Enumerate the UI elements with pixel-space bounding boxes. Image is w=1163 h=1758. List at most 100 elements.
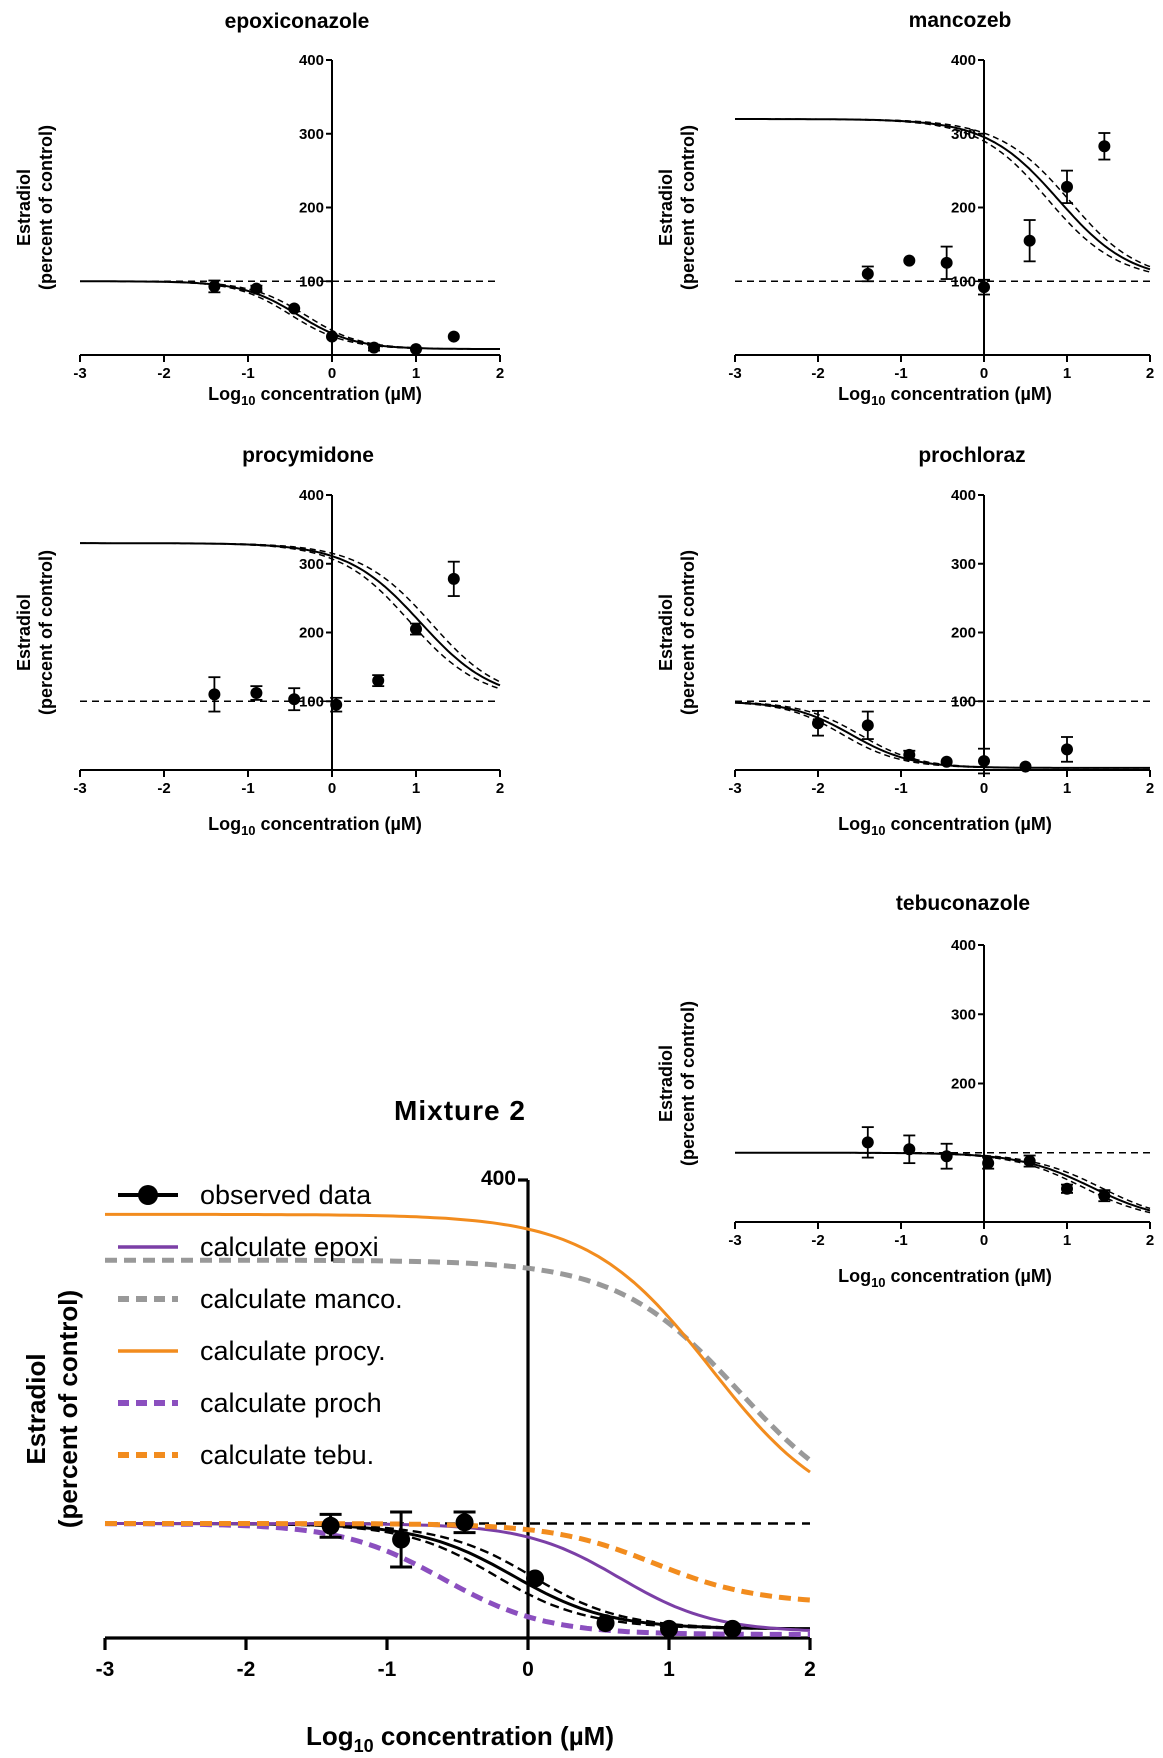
data-point — [903, 1143, 916, 1156]
data-point — [288, 302, 301, 315]
data-point — [982, 1157, 995, 1170]
y-tick-label: 400 — [481, 1167, 516, 1190]
x-axis-label: Log10 concentration (µM) — [838, 1266, 1052, 1290]
data-point — [1061, 743, 1073, 756]
x-tick-label: -2 — [811, 780, 824, 797]
chart-prochloraz: prochloraz-3 -2 -1 0 1 2100200300400Estradiol… — [656, 444, 1154, 838]
x-axis-label: Log10 concentration (µM) — [838, 384, 1052, 408]
data-point — [812, 717, 824, 730]
data-point — [368, 341, 380, 354]
data-point — [455, 1513, 474, 1532]
data-point — [1098, 140, 1111, 153]
x-axis-label: Log10 concentration (µM) — [208, 384, 422, 408]
x-tick-label: -2 — [811, 365, 824, 382]
y-tick-label: 200 — [951, 625, 976, 642]
y-axis-label: Estradiol(percent of control) — [656, 1001, 698, 1166]
data-point — [208, 688, 221, 701]
data-point — [526, 1569, 545, 1588]
data-point — [372, 674, 385, 687]
chart-procymidone: procymidone-3 -2 -1 0 1 2100200300400Estradio… — [14, 444, 504, 838]
data-point — [1023, 1155, 1036, 1168]
x-tick-label: 0 — [980, 780, 988, 797]
x-tick-label: 1 — [1063, 365, 1071, 382]
x-tick-label: -3 — [73, 365, 86, 382]
data-point — [1061, 180, 1073, 193]
data-point — [978, 281, 990, 294]
x-tick-label: 2 — [1146, 1232, 1154, 1249]
x-tick-label: -2 — [157, 365, 170, 382]
x-tick-label: -3 — [73, 780, 86, 797]
data-point — [940, 1150, 953, 1163]
fit-curve — [735, 1151, 1151, 1212]
data-point — [861, 719, 874, 732]
y-tick-label: 200 — [299, 625, 324, 642]
confidence-band-upper — [80, 542, 501, 683]
y-axis-label: Estradiol(percent of control) — [656, 550, 698, 715]
data-point — [1098, 1189, 1111, 1202]
data-point — [903, 254, 916, 267]
x-axis-label: Log10 concentration (µM) — [838, 814, 1052, 838]
x-tick-label: 2 — [496, 365, 504, 382]
fit-curve — [80, 542, 501, 687]
confidence-band-upper — [80, 280, 500, 350]
legend-marker — [138, 1185, 158, 1205]
series-calculate-procy- — [105, 1212, 811, 1474]
confidence-band-upper — [735, 118, 1151, 268]
data-point — [903, 748, 916, 761]
x-tick-label: 2 — [804, 1658, 816, 1681]
x-tick-label: 0 — [980, 1232, 988, 1249]
data-point — [1023, 234, 1036, 247]
confidence-band-lower — [80, 542, 501, 690]
x-tick-label: 1 — [1063, 1232, 1071, 1249]
y-axis-label: Estradiol(percent of control) — [656, 125, 698, 290]
chart-title: mancozeb — [909, 9, 1012, 32]
x-tick-label: -3 — [728, 780, 741, 797]
confidence-band-lower — [105, 1522, 810, 1630]
confidence-band-lower — [80, 280, 500, 350]
y-tick-label: 200 — [951, 1076, 976, 1093]
data-point — [596, 1614, 615, 1633]
data-point — [250, 687, 263, 699]
x-tick-label: -1 — [894, 365, 907, 382]
legend-label: calculate tebu. — [200, 1440, 374, 1470]
y-tick-label: 400 — [951, 487, 976, 504]
confidence-band-lower — [735, 1152, 1151, 1214]
data-point — [447, 330, 460, 343]
x-tick-label: -3 — [728, 1232, 741, 1249]
data-point — [447, 572, 460, 585]
legend-label: calculate procy. — [200, 1336, 386, 1366]
confidence-band-upper — [105, 1522, 810, 1630]
x-tick-label: 0 — [980, 365, 988, 382]
y-tick-label: 400 — [299, 487, 324, 504]
chart-title: Mixture 2 — [394, 1095, 526, 1126]
chart-tebuconazole: tebuconazole -3 -2 -1 0 1 2 200 300 400 Estradiol(… — [656, 892, 1154, 1290]
data-point — [1061, 1182, 1073, 1195]
y-axis-label: Estradiol(percent of control) — [14, 550, 56, 715]
x-tick-label: 1 — [1063, 780, 1071, 797]
data-point — [978, 755, 990, 768]
x-tick-label: 2 — [1146, 780, 1154, 797]
fit-curve — [735, 118, 1151, 271]
x-axis-label: Log10 concentration (µM) — [208, 814, 422, 838]
chart-title: procymidone — [242, 444, 374, 467]
chart-title: epoxiconazole — [225, 10, 370, 33]
x-tick-label: -1 — [241, 365, 254, 382]
x-tick-label: 0 — [328, 365, 336, 382]
fit-curve — [80, 280, 500, 350]
y-tick-label: 200 — [951, 200, 976, 217]
x-tick-label: -2 — [157, 780, 170, 797]
y-tick-label: 400 — [951, 52, 976, 69]
data-point — [861, 1136, 874, 1149]
data-point — [723, 1619, 742, 1638]
confidence-band-lower — [734, 702, 1150, 769]
data-point — [321, 1516, 340, 1535]
y-tick-label: 300 — [299, 126, 324, 143]
data-point — [250, 282, 263, 295]
series-calculate-manco- — [105, 1257, 812, 1463]
chart-title: prochloraz — [918, 444, 1025, 467]
y-tick-label: 300 — [951, 1006, 976, 1023]
x-tick-label: 1 — [412, 365, 420, 382]
legend-label: calculate manco. — [200, 1284, 403, 1314]
x-tick-label: 2 — [496, 780, 504, 797]
